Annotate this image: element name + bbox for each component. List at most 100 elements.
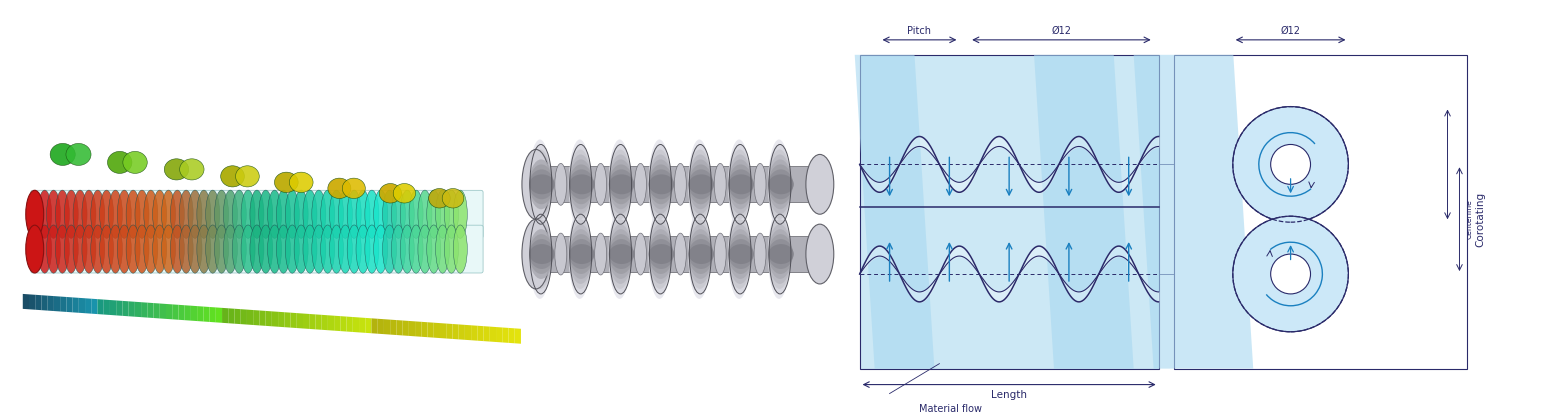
Ellipse shape [312, 225, 326, 273]
Polygon shape [178, 305, 184, 320]
Ellipse shape [188, 190, 202, 238]
Ellipse shape [609, 229, 632, 279]
Polygon shape [459, 324, 465, 340]
Ellipse shape [529, 239, 553, 269]
Ellipse shape [688, 239, 713, 269]
Ellipse shape [609, 149, 632, 219]
Polygon shape [104, 300, 110, 315]
Ellipse shape [364, 225, 378, 273]
Polygon shape [372, 318, 378, 334]
Ellipse shape [569, 244, 595, 264]
Ellipse shape [728, 159, 752, 209]
Ellipse shape [347, 190, 361, 238]
Ellipse shape [135, 225, 149, 273]
Ellipse shape [529, 214, 552, 294]
Ellipse shape [197, 190, 211, 238]
Ellipse shape [522, 149, 550, 219]
Ellipse shape [688, 214, 711, 294]
Ellipse shape [609, 244, 634, 264]
Ellipse shape [529, 139, 550, 229]
Ellipse shape [426, 225, 440, 273]
Ellipse shape [242, 190, 256, 238]
Polygon shape [428, 322, 434, 338]
Ellipse shape [529, 144, 552, 224]
Polygon shape [378, 319, 384, 334]
Ellipse shape [274, 172, 298, 193]
Polygon shape [484, 326, 490, 342]
Ellipse shape [26, 225, 43, 273]
Ellipse shape [91, 225, 105, 273]
Ellipse shape [290, 172, 313, 193]
Polygon shape [477, 326, 484, 341]
Ellipse shape [56, 225, 70, 273]
Ellipse shape [364, 190, 378, 238]
Ellipse shape [648, 219, 671, 289]
Polygon shape [471, 325, 477, 341]
Ellipse shape [453, 225, 467, 273]
Ellipse shape [170, 190, 184, 238]
Ellipse shape [529, 149, 552, 219]
Polygon shape [240, 309, 246, 324]
Ellipse shape [392, 190, 406, 238]
Ellipse shape [569, 164, 594, 204]
Polygon shape [60, 297, 67, 312]
Ellipse shape [223, 190, 237, 238]
Ellipse shape [555, 163, 567, 205]
Polygon shape [122, 301, 129, 316]
Ellipse shape [126, 225, 140, 273]
Polygon shape [91, 299, 98, 314]
Polygon shape [271, 311, 277, 327]
Circle shape [1271, 254, 1310, 294]
Ellipse shape [806, 224, 834, 284]
Ellipse shape [242, 225, 256, 273]
Ellipse shape [688, 224, 711, 284]
Ellipse shape [806, 154, 834, 214]
Bar [532, 236, 829, 272]
Ellipse shape [46, 190, 60, 238]
Ellipse shape [294, 225, 308, 273]
Polygon shape [85, 298, 91, 314]
Ellipse shape [649, 239, 674, 269]
Polygon shape [409, 321, 415, 336]
Ellipse shape [529, 234, 553, 274]
Ellipse shape [144, 225, 158, 273]
Ellipse shape [688, 139, 710, 229]
Ellipse shape [338, 225, 352, 273]
Ellipse shape [569, 219, 592, 289]
Ellipse shape [569, 209, 591, 299]
Polygon shape [415, 322, 422, 337]
Polygon shape [515, 328, 521, 344]
Polygon shape [147, 302, 153, 318]
Circle shape [1232, 106, 1348, 222]
Ellipse shape [609, 154, 632, 214]
Ellipse shape [648, 139, 671, 229]
Ellipse shape [769, 154, 792, 214]
Ellipse shape [214, 225, 228, 273]
Ellipse shape [180, 225, 194, 273]
Ellipse shape [180, 159, 205, 180]
Polygon shape [253, 310, 259, 325]
Ellipse shape [569, 229, 592, 279]
Ellipse shape [161, 225, 175, 273]
Circle shape [1271, 144, 1310, 184]
Polygon shape [296, 313, 302, 329]
Ellipse shape [426, 190, 440, 238]
Polygon shape [446, 324, 453, 339]
Ellipse shape [329, 178, 350, 198]
Polygon shape [172, 305, 178, 320]
Ellipse shape [223, 225, 237, 273]
Bar [532, 166, 829, 202]
Polygon shape [23, 294, 29, 309]
Ellipse shape [728, 154, 752, 214]
Ellipse shape [755, 233, 766, 275]
Ellipse shape [688, 219, 711, 289]
Ellipse shape [206, 225, 220, 273]
Ellipse shape [321, 190, 335, 238]
Ellipse shape [648, 224, 673, 284]
Ellipse shape [674, 233, 687, 275]
Ellipse shape [688, 229, 713, 279]
Ellipse shape [755, 163, 766, 205]
Polygon shape [465, 325, 471, 340]
Polygon shape [353, 317, 360, 332]
Ellipse shape [529, 169, 553, 199]
